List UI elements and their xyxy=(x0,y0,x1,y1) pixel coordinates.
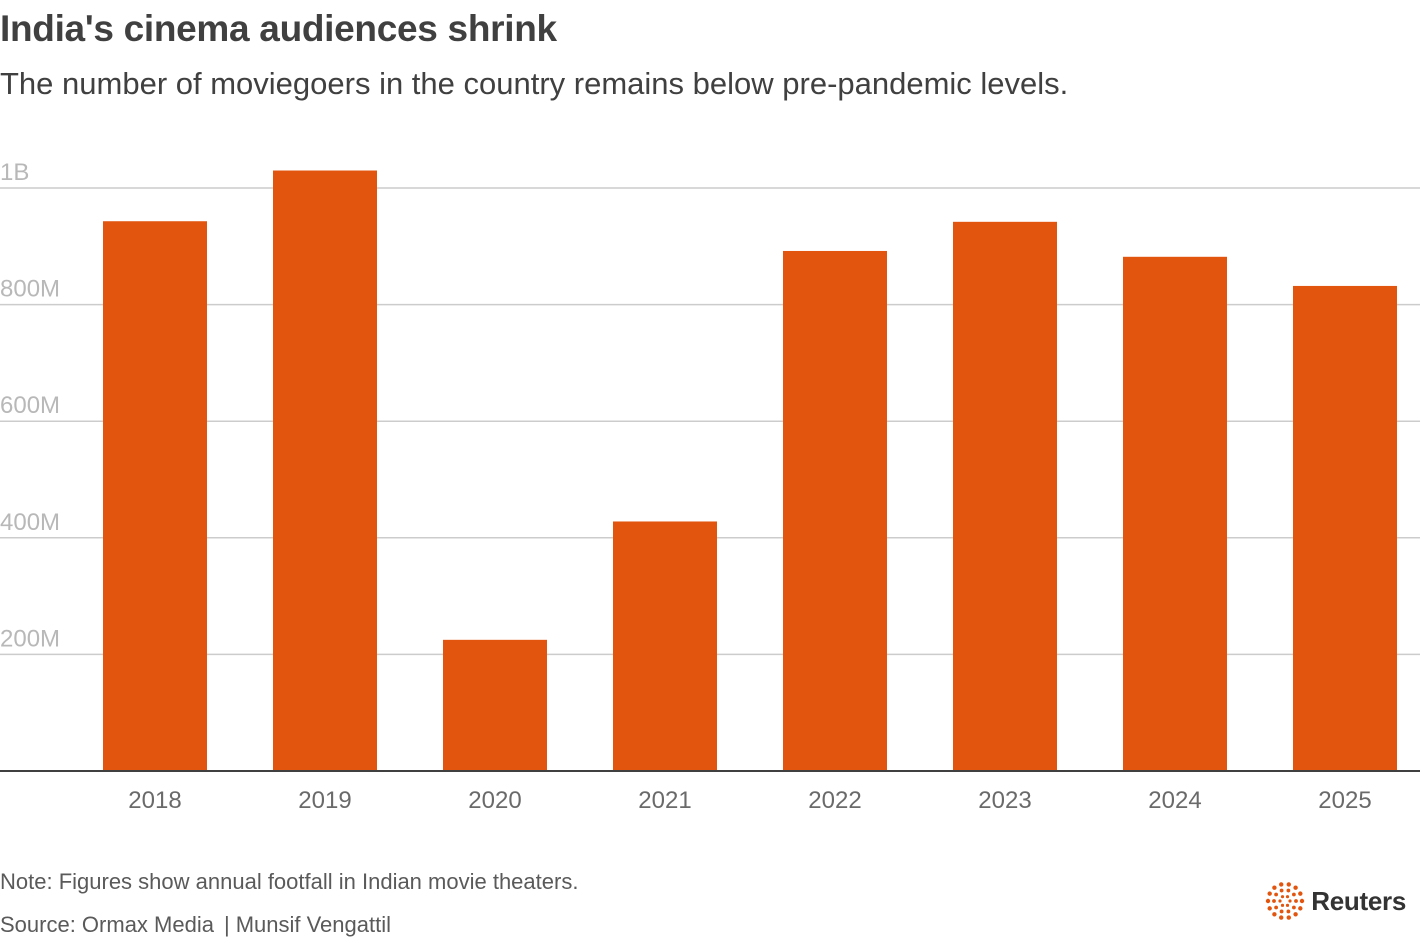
logo-dot xyxy=(1292,892,1297,897)
logo-dot xyxy=(1266,898,1271,904)
reuters-dots-icon xyxy=(1266,882,1305,920)
bars xyxy=(103,170,1397,772)
bar-2019 xyxy=(273,170,377,771)
logo-dot xyxy=(1286,888,1291,893)
bar-2024 xyxy=(1123,256,1227,771)
chart-note: Note: Figures show annual footfall in In… xyxy=(0,869,579,894)
source-text: Source: Ormax Media xyxy=(0,912,214,937)
logo-dot xyxy=(1281,895,1285,899)
bar-2023 xyxy=(953,221,1057,772)
logo-dot xyxy=(1279,882,1284,887)
logo-dot xyxy=(1272,885,1277,890)
category-labels: 2018 2019 2020 2021 2022 2023 2024 2025 xyxy=(128,787,1371,814)
y-tick-label: 800M xyxy=(0,276,60,303)
logo-dot xyxy=(1279,915,1284,920)
chart-source: Source: Ormax Media | Munsif Vengattil xyxy=(0,912,391,938)
logo-dot xyxy=(1288,899,1292,903)
logo-dot xyxy=(1286,895,1290,899)
x-tick-label: 2021 xyxy=(638,787,691,814)
source-separator: | xyxy=(223,912,230,937)
logo-dot xyxy=(1293,885,1299,890)
y-tick-label: 400M xyxy=(0,509,60,536)
y-tick-label: 1B xyxy=(0,159,29,186)
logo-dot xyxy=(1281,903,1285,907)
author-credit: Munsif Vengattil xyxy=(235,912,391,937)
chart-subtitle: The number of moviegoers in the country … xyxy=(0,66,1069,101)
logo-text: Reuters xyxy=(1311,885,1406,916)
x-tick-label: 2024 xyxy=(1148,787,1201,814)
logo-dot xyxy=(1286,903,1290,907)
bar-2018 xyxy=(103,221,207,771)
logo-dot xyxy=(1286,915,1292,920)
y-tick-label: 600M xyxy=(0,392,60,419)
logo-dot xyxy=(1293,912,1299,917)
logo-dot xyxy=(1279,909,1284,914)
x-tick-label: 2025 xyxy=(1318,787,1371,814)
logo-dot xyxy=(1272,899,1277,903)
bar-2020 xyxy=(443,639,547,771)
logo-dot xyxy=(1286,909,1291,914)
logo-dot xyxy=(1298,906,1303,911)
x-tick-label: 2018 xyxy=(128,787,181,814)
logo-dot xyxy=(1272,912,1277,917)
logo-dot xyxy=(1298,891,1303,896)
logo-dot xyxy=(1279,888,1284,893)
logo-dot xyxy=(1286,882,1292,887)
logo-dot xyxy=(1267,891,1273,896)
reuters-logo: Reuters xyxy=(1265,880,1406,922)
x-tick-label: 2023 xyxy=(978,787,1031,814)
logo-dot xyxy=(1274,905,1279,910)
bar-2025 xyxy=(1293,285,1397,771)
y-tick-label: 200M xyxy=(0,625,60,652)
logo-dot xyxy=(1278,899,1282,903)
x-tick-label: 2019 xyxy=(298,787,351,814)
logo-dot xyxy=(1274,892,1279,897)
chart-title: India's cinema audiences shrink xyxy=(0,8,557,49)
logo-dot xyxy=(1300,898,1305,904)
x-tick-label: 2020 xyxy=(468,787,521,814)
logo-dot xyxy=(1267,906,1273,911)
x-tick-label: 2022 xyxy=(808,787,861,814)
bar-2021 xyxy=(613,521,717,771)
logo-dot xyxy=(1294,899,1299,903)
bar-2022 xyxy=(783,250,887,771)
logo-dot xyxy=(1292,905,1297,910)
